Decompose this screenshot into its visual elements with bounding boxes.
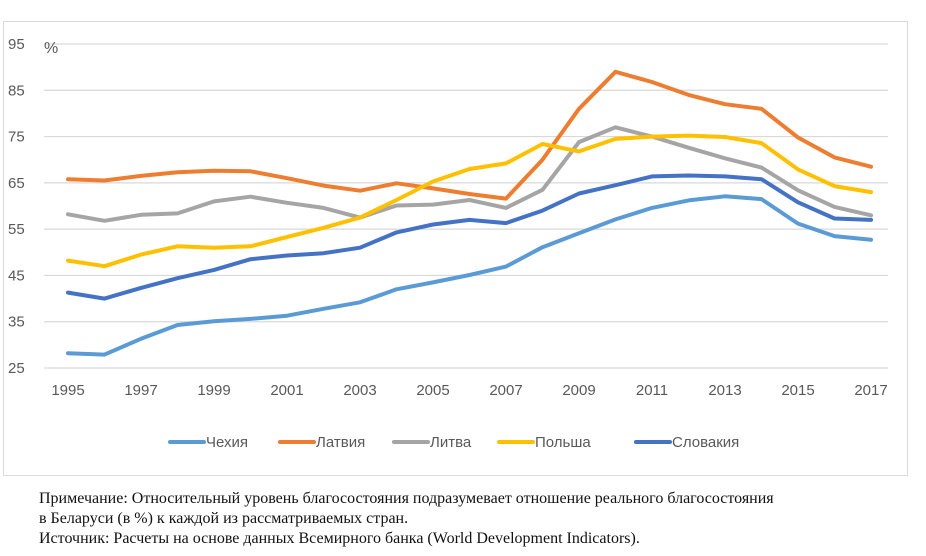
series-line-Литва <box>66 125 873 223</box>
series-line-Словакия <box>66 173 873 301</box>
x-tick-label: 2003 <box>343 382 376 399</box>
legend-item: Словакия <box>634 434 739 451</box>
y-tick-label: 65 <box>8 175 25 192</box>
figure-notes: Примечание: Относительный уровень благос… <box>39 489 926 549</box>
x-tick-label: 2011 <box>636 382 668 399</box>
series-line-Чехия <box>66 194 873 357</box>
x-tick-label: 2005 <box>416 382 449 399</box>
y-tick-label: 75 <box>8 129 25 146</box>
y-tick-label: 25 <box>8 360 25 377</box>
legend-label: Словакия <box>672 434 739 451</box>
x-tick-label: 2017 <box>854 382 887 399</box>
x-tick-label: 2001 <box>270 382 303 399</box>
x-tick-label: 1997 <box>124 382 157 399</box>
series-lines <box>66 69 873 357</box>
legend-item: Литва <box>392 434 472 451</box>
y-axis-unit-label: % <box>44 40 58 57</box>
legend-label: Чехия <box>206 434 248 451</box>
legend-label: Литва <box>430 434 472 451</box>
series-line-Польша <box>66 133 873 269</box>
x-tick-label: 2009 <box>562 382 595 399</box>
legend-label: Латвия <box>316 434 365 451</box>
y-tick-label: 55 <box>8 221 25 238</box>
y-axis-ticks: 25 35 45 55 65 75 85 95 <box>8 36 25 377</box>
y-tick-label: 45 <box>8 267 25 284</box>
note-line-1: Примечание: Относительный уровень благос… <box>39 490 774 507</box>
y-tick-label: 95 <box>8 36 25 53</box>
y-tick-label: 35 <box>8 314 25 331</box>
gridlines <box>44 43 888 369</box>
legend-label: Польша <box>535 434 591 451</box>
x-tick-label: 2007 <box>489 382 522 399</box>
x-axis-ticks: 1995 1997 1999 2001 2003 2005 2007 2009 2011 2013… <box>51 382 887 399</box>
note-line-2: в Беларуси (в %) к каждой из рассматрива… <box>39 510 409 527</box>
x-tick-label: 1995 <box>51 382 84 399</box>
series-line-Латвия <box>66 69 873 201</box>
x-tick-label: 1999 <box>197 382 230 399</box>
line-chart: 25 35 45 55 65 75 85 95 1995 1997 1999 2001 2003 200… <box>8 36 888 451</box>
x-tick-label: 2015 <box>781 382 814 399</box>
legend: Чехия Латвия Литва Польша Словакия <box>168 434 739 451</box>
legend-item: Латвия <box>278 434 365 451</box>
legend-item: Польша <box>497 434 591 451</box>
legend-item: Чехия <box>168 434 248 451</box>
x-tick-label: 2013 <box>708 382 741 399</box>
source-line: Источник: Расчеты на основе данных Всеми… <box>39 530 640 547</box>
chart-frame: 25 35 45 55 65 75 85 95 1995 1997 1999 2001 2003 200… <box>3 21 908 476</box>
y-tick-label: 85 <box>8 82 25 99</box>
